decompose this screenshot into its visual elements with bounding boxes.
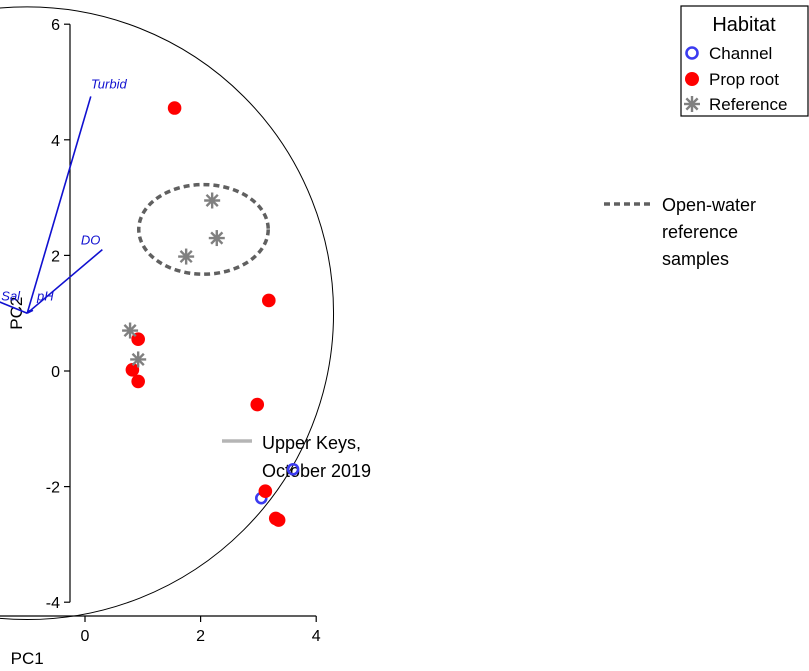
y-tick-label: -4 [46,595,60,612]
point-prop-root [262,293,276,308]
y-tick-label: 0 [51,364,60,381]
vector-turbid [26,96,92,314]
point-prop-root [271,513,286,527]
point-reference [178,248,195,265]
point-reference [208,230,225,247]
x-tick-label: 2 [196,628,205,645]
open-water-ellipse [137,182,270,276]
vector-label-turbid: Turbid [91,76,128,91]
legend-title: Habitat [712,14,776,36]
legend: Habitat Channel Prop root Reference [680,5,809,117]
point-reference [122,322,139,339]
point-reference-stroke [205,193,219,207]
legend-box [680,5,809,117]
environmental-vectors: TurbidTempDOSalpH [0,76,128,314]
legend-marker-prop-root [685,72,699,86]
ordination-circle-outline [0,6,334,620]
upper-keys-label-line: October 2019 [262,461,371,481]
ordination-circle [0,6,334,620]
point-prop-root [125,363,140,377]
legend-marker-reference [684,96,700,112]
legend-marker-channel [685,46,699,60]
legend-item-prop-root: Prop root [685,70,779,89]
x-tick-label: 4 [312,628,321,645]
point-reference-stroke [131,352,145,366]
legend-label-channel: Channel [709,44,772,63]
x-axis-title: PC1 [11,649,44,668]
open-water-label-line: reference [662,222,738,242]
vector-label-do: DO [81,233,101,248]
legend-item-channel: Channel [685,44,772,63]
vector-ph [26,309,34,314]
legend-item-reference: Reference [684,95,787,114]
point-reference [130,351,147,368]
point-reference [204,192,221,209]
annotations: Upper Keys, October 2019 Open-water referen… [137,182,756,481]
y-tick-label: 2 [51,248,60,265]
point-prop-root [167,101,182,115]
vector-label-ph: pH [36,288,54,303]
upper-keys-label-line: Upper Keys, [262,433,361,453]
point-reference-stroke [123,324,137,338]
legend-label-prop-root: Prop root [709,70,779,89]
vector-label-sal: Sal [1,288,21,303]
point-reference-stroke [210,231,224,245]
open-water-label-line: Open-water [662,195,756,215]
x-tick-label: 0 [81,628,90,645]
y-tick-label: -2 [46,480,60,497]
y-tick-label: 4 [51,133,60,150]
legend-marker-reference-stroke [685,97,699,111]
data-points [122,101,300,527]
legend-label-reference: Reference [709,95,787,114]
point-prop-root [131,374,145,389]
open-water-label-line: samples [662,249,729,269]
y-axis-title: PC2 [7,297,26,330]
point-prop-root [250,397,265,412]
vector-do [26,249,103,314]
point-reference-stroke [179,250,193,264]
point-prop-root [258,484,273,499]
point-channel [286,462,300,476]
y-tick-label: 6 [51,17,60,34]
